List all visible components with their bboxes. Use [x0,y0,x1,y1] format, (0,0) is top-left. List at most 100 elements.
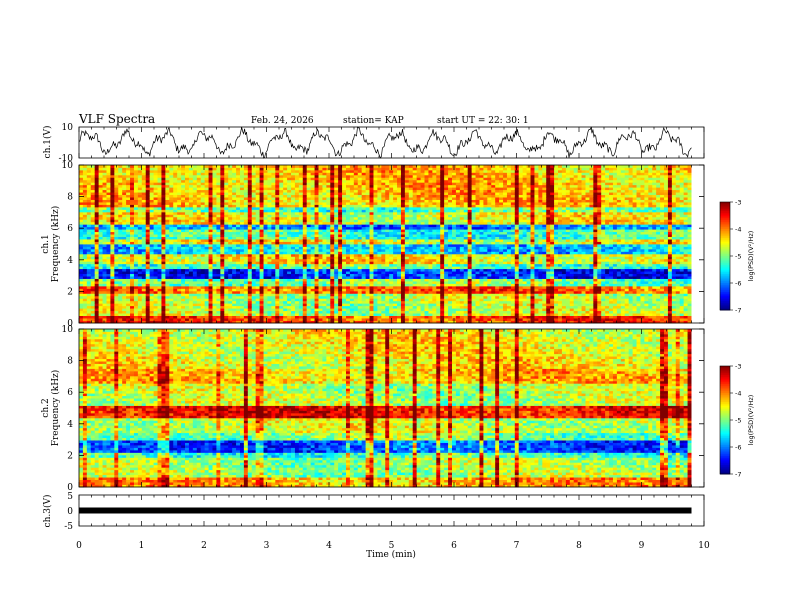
spectrogram-cell [318,251,323,255]
spectrogram-cell [157,258,162,262]
spectrogram-cell [133,189,139,193]
spectrogram-cell [314,276,319,279]
spectrogram-cell [126,172,131,176]
spectrogram-cell [259,184,264,188]
spectrogram-cell [326,219,331,223]
spectrogram-cell [102,182,107,186]
spectrogram-cell [165,231,170,235]
spectrogram-cell [185,197,190,200]
spectrogram-cell [294,165,300,168]
spectrogram-cell [302,202,308,205]
spectrogram-cell [381,258,386,262]
spectrogram-cell [188,293,194,297]
spectrogram-cell [338,165,343,168]
spectrogram-cell [177,179,182,183]
spectrogram-cell [145,271,151,275]
spectrogram-cell [338,221,343,225]
spectrogram-cell [212,283,217,287]
spectrogram-cell [361,278,367,282]
spectrogram-cell [239,290,245,294]
spectrogram-cell [283,216,288,220]
spectrogram-cell [98,281,103,284]
spectrogram-cell [247,290,253,294]
spectrogram-cell [345,231,351,235]
spectrogram-cell [247,256,253,260]
spectrogram-cell [185,276,190,279]
spectrogram-cell [200,288,206,292]
spectrogram-cell [334,320,339,324]
spectrogram-cell [357,209,363,213]
spectrogram-cell [141,174,147,178]
spectrogram-cell [334,241,339,245]
spectrogram-cell [345,308,351,312]
spectrogram-cell [326,179,331,183]
spectrogram-cell [208,315,213,319]
spectrogram-cell [200,182,206,186]
spectrogram-cell [247,263,253,267]
spectrogram-cell [137,214,143,218]
spectrogram-cell [314,219,319,223]
spectrogram-cell [130,283,135,287]
spectrogram-cell [169,167,174,171]
spectrogram-cell [338,283,343,287]
spectrogram-cell [377,224,382,228]
spectrogram-cell [106,283,111,287]
spectrogram-cell [342,229,347,233]
spectrogram-cell [224,239,229,242]
spectrogram-cell [310,281,315,284]
spectrogram-cell [153,216,158,220]
spectrogram-cell [212,241,217,245]
spectrogram-cell [291,211,296,215]
spectrogram-cell [283,313,288,316]
spectrogram-cell [287,209,292,213]
spectrogram-cell [204,298,209,302]
spectrogram-cell [133,172,139,176]
spectrogram-cell [153,209,158,213]
spectrogram-cell [106,216,111,220]
spectrogram-cell [381,211,386,215]
spectrogram-cell [275,184,280,188]
spectrogram-cell [310,251,315,255]
spectrogram-cell [365,318,370,321]
spectrogram-cell [161,216,166,220]
spectrogram-cell [165,320,170,324]
spectrogram-cell [255,276,261,279]
spectrogram-cell [137,241,143,245]
spectrogram-cell [208,248,213,252]
spectrogram-cell [185,271,190,275]
spectrogram-cell [173,239,178,242]
spectrogram-cell [90,313,96,316]
spectrogram-cell [177,313,182,316]
spectrogram-cell [145,184,151,188]
spectrogram-cell [173,182,178,186]
spectrogram-cell [90,276,96,279]
spectrogram-cell [208,283,213,287]
spectrogram-cell [279,204,284,208]
spectrogram-cell [353,285,359,289]
spectrogram-cell [173,293,178,297]
spectrogram-cell [188,214,194,218]
spectrogram-cell [161,177,166,181]
spectrogram-cell [373,244,378,247]
spectrogram-cell [153,293,158,297]
spectrogram-cell [271,295,276,299]
spectrogram-cell [243,234,249,237]
spectrogram-cell [122,202,127,205]
spectrogram-cell [342,197,347,200]
spectrogram-cell [338,281,343,284]
spectrogram-cell [177,276,182,279]
spectrogram-cell [271,216,276,220]
spectrogram-cell [377,285,382,289]
spectrogram-cell [283,174,288,178]
spectrogram-cell [294,285,300,289]
spectrogram-cell [169,293,174,297]
spectrogram-cell [204,219,209,223]
spectrogram-cell [122,167,127,171]
spectrogram-cell [228,256,233,260]
spectrogram-cell [192,283,198,287]
spectrogram-cell [255,271,261,275]
spectrogram-cell [157,167,162,171]
spectrogram-cell [232,258,237,262]
spectrogram-cell [365,256,370,260]
spectrogram-cell [216,271,221,275]
